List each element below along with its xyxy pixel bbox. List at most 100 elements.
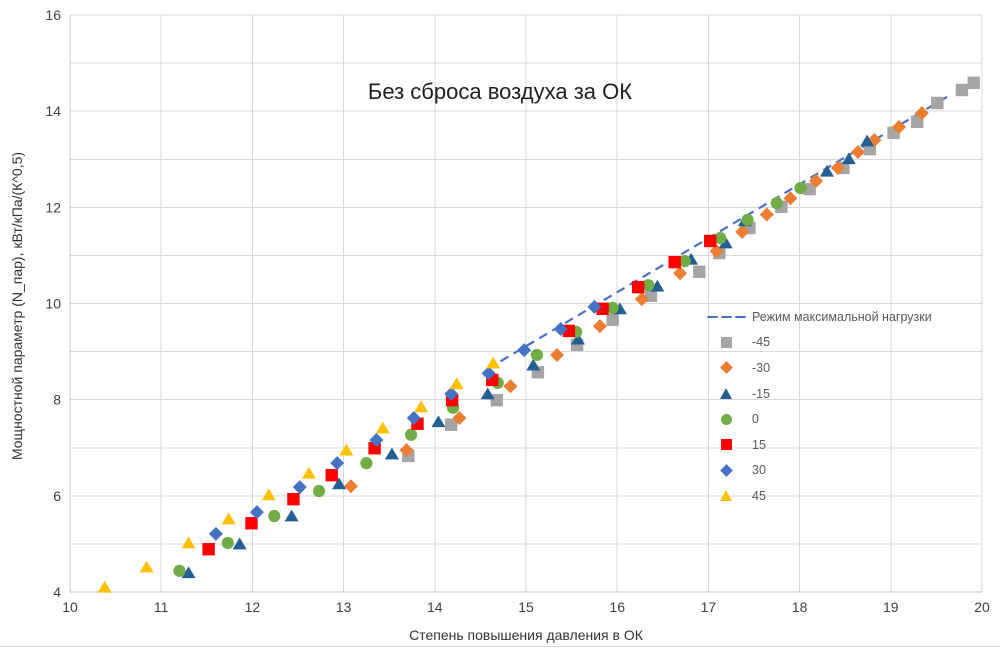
marker-circle <box>221 536 234 550</box>
marker-triangle <box>339 443 354 456</box>
marker-circle <box>312 484 326 498</box>
x-tick-label: 16 <box>609 599 625 615</box>
marker-diamond <box>759 207 774 222</box>
marker-triangle <box>332 477 347 490</box>
marker-triangle <box>232 537 247 550</box>
x-tick-labels: 10 11 12 13 14 15 16 17 18 19 20 <box>62 599 990 615</box>
y-tick-label: 16 <box>45 7 61 23</box>
marker-triangle <box>384 447 399 460</box>
series--30 <box>343 106 929 494</box>
marker-diamond <box>783 191 798 206</box>
marker-diamond <box>673 266 688 281</box>
y-tick-label: 6 <box>53 488 61 504</box>
legend-item-0: 0 <box>702 406 932 432</box>
marker-diamond <box>292 480 307 495</box>
marker-circle <box>173 564 186 577</box>
marker-diamond <box>892 120 907 135</box>
marker-triangle <box>97 580 112 593</box>
marker-square <box>668 255 681 269</box>
marker-square <box>631 280 645 294</box>
marker-triangle <box>860 134 875 147</box>
legend-marker-square-icon <box>720 336 732 348</box>
marker-square <box>955 83 969 97</box>
marker-circle <box>360 457 373 470</box>
marker-circle <box>530 348 544 362</box>
axes <box>69 15 982 593</box>
legend-label: 15 <box>752 437 766 452</box>
marker-triangle <box>526 358 541 371</box>
marker-triangle <box>301 466 316 479</box>
legend-marker-square-icon <box>720 439 732 451</box>
marker-square <box>606 313 619 327</box>
x-tick-label: 20 <box>974 599 990 615</box>
marker-triangle <box>449 377 464 390</box>
y-tick-label: 10 <box>45 296 61 312</box>
marker-triangle <box>718 236 733 249</box>
marker-triangle <box>181 536 196 549</box>
chart-bottom-border <box>0 646 1000 647</box>
marker-diamond <box>330 456 345 471</box>
legend-label: -45 <box>752 335 771 350</box>
marker-square <box>911 115 924 128</box>
legend-item--45: -45 <box>702 330 932 356</box>
marker-square <box>693 265 706 278</box>
x-tick-label: 13 <box>336 599 352 615</box>
marker-triangle <box>221 512 236 525</box>
marker-diamond <box>208 526 223 541</box>
marker-circle <box>794 182 807 195</box>
marker-triangle <box>480 387 495 400</box>
legend-label: -15 <box>752 386 771 401</box>
marker-diamond <box>735 224 750 239</box>
marker-square <box>967 76 980 89</box>
x-tick-label: 19 <box>883 599 899 615</box>
x-axis-title: Степень повышения давления в ОК <box>409 627 643 643</box>
marker-triangle <box>570 332 585 345</box>
y-tick-label: 14 <box>45 103 61 119</box>
marker-diamond <box>249 505 264 520</box>
marker-diamond <box>634 292 649 307</box>
marker-diamond <box>406 410 421 425</box>
marker-square <box>287 492 300 506</box>
marker-circle <box>678 255 691 268</box>
legend-item-15: 15 <box>702 432 932 458</box>
x-tick-label: 12 <box>245 599 261 615</box>
marker-diamond <box>850 145 865 160</box>
marker-triangle <box>181 566 196 579</box>
legend-marker-triangle-icon <box>720 490 732 502</box>
legend-item-30: 30 <box>702 458 932 484</box>
marker-square <box>325 468 338 482</box>
y-tick-label: 12 <box>45 199 61 215</box>
legend-item--30: -30 <box>702 355 932 381</box>
legend-label: 30 <box>752 463 766 478</box>
series-30 <box>208 299 602 541</box>
marker-square <box>704 234 717 248</box>
marker-triangle <box>841 152 856 165</box>
marker-circle <box>268 509 281 523</box>
marker-triangle <box>414 400 429 413</box>
marker-diamond <box>452 410 467 425</box>
legend-label: 45 <box>752 488 766 503</box>
y-tick-label: 4 <box>53 584 61 600</box>
marker-diamond <box>550 347 565 362</box>
marker-triangle <box>431 415 446 428</box>
legend-item--15: -15 <box>702 381 932 407</box>
marker-circle <box>741 213 754 226</box>
marker-diamond <box>553 321 568 336</box>
marker-square <box>245 517 258 530</box>
marker-square <box>931 96 944 110</box>
dashed-line-sample <box>706 315 718 319</box>
legend-item-45: 45 <box>702 483 932 509</box>
marker-circle <box>642 279 655 292</box>
x-tick-label: 18 <box>792 599 808 615</box>
x-tick-label: 15 <box>518 599 534 615</box>
y-tick-label: 8 <box>53 392 61 408</box>
marker-diamond <box>503 379 518 394</box>
x-tick-label: 17 <box>701 599 717 615</box>
legend-marker-triangle-icon <box>720 388 732 400</box>
legend-marker-diamond-icon <box>719 361 733 375</box>
marker-diamond <box>343 479 358 494</box>
marker-diamond <box>517 343 532 358</box>
marker-diamond <box>481 366 496 381</box>
marker-diamond <box>914 106 929 121</box>
